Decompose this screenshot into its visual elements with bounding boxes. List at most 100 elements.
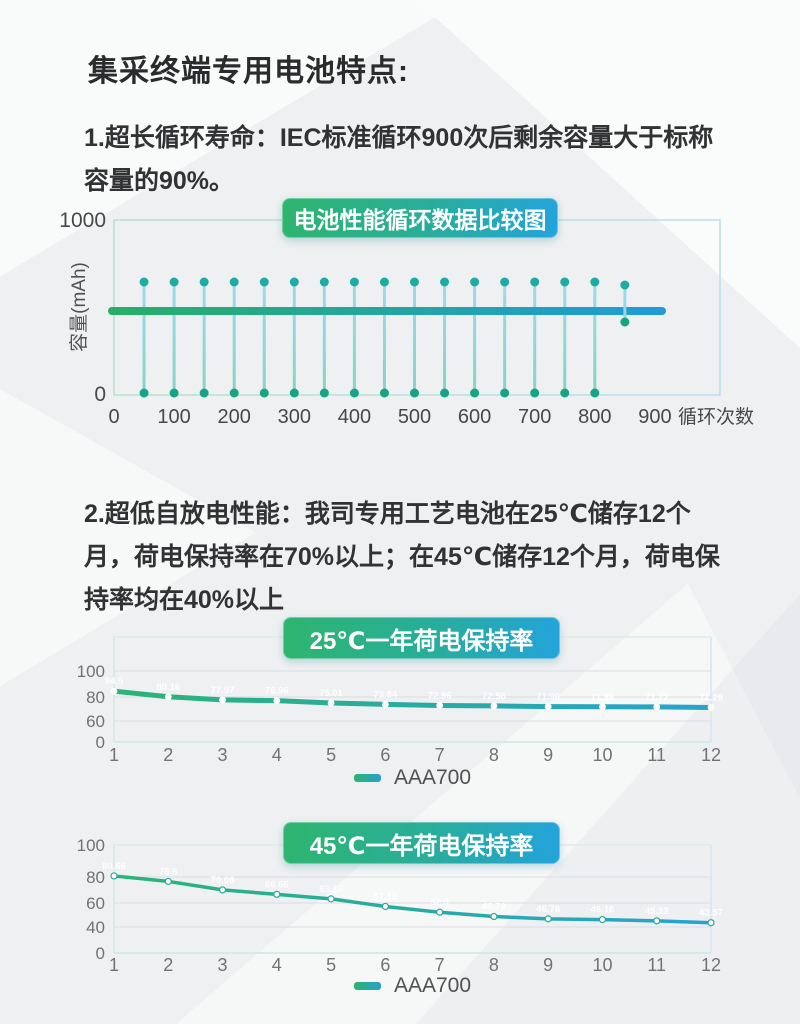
data-point-label: 72.96 [428, 690, 452, 701]
axis-tick-label: 800 [578, 406, 611, 428]
legend-series-label: AAA700 [393, 766, 472, 789]
axis-tick-label: 80 [86, 688, 105, 707]
data-point-marker [544, 915, 552, 923]
data-point-label: 80.16 [156, 682, 180, 693]
axis-tick-label: 0 [94, 383, 106, 406]
data-point-label: 45.12 [645, 906, 669, 917]
axis-tick-label: 12 [701, 745, 721, 765]
cycle-dot-top [349, 277, 359, 287]
retention45-legend: AAA700 [114, 974, 711, 998]
retention25-legend: AAA700 [114, 766, 711, 790]
axis-tick-label: 400 [338, 406, 371, 428]
data-point-label: 80.66 [102, 861, 126, 872]
data-point-marker [599, 703, 606, 711]
cycle-dot-top [379, 277, 389, 287]
axis-tick-label: 1000 [59, 209, 106, 232]
data-point-label: 46.16 [591, 905, 615, 916]
data-point-marker [490, 702, 498, 710]
data-point-marker [164, 693, 172, 701]
data-point-label: 57.12 [373, 891, 397, 902]
cycle-dot-top [319, 277, 329, 287]
legend-swatch [353, 774, 381, 782]
data-point-marker [436, 908, 444, 916]
axis-tick-label: 2 [163, 745, 173, 765]
axis-tick-label: 3 [218, 745, 228, 765]
data-point-label: 46.78 [536, 904, 560, 915]
axis-tick-label: 0 [96, 944, 105, 963]
cycle-dot-bottom [620, 317, 630, 327]
cycle-dot-top [560, 277, 570, 287]
data-point-marker [381, 700, 389, 708]
cycle-dot-top [530, 277, 540, 287]
data-point-label: 52.3 [430, 897, 449, 908]
cycle-dot-bottom [440, 388, 450, 398]
retention25-chart-title-badge: 25℃一年荷电保持率 [283, 617, 560, 659]
cycle-dot-top [470, 277, 480, 287]
cycle-dot-bottom [229, 388, 239, 398]
axis-tick-label: 100 [77, 662, 105, 681]
cycle-dot-top [289, 277, 299, 287]
axis-tick-label: 100 [157, 406, 190, 428]
data-point-marker [164, 877, 172, 886]
axis-tick-label: 500 [398, 406, 431, 428]
cycle-dot-bottom [379, 388, 389, 398]
data-point-marker [273, 890, 281, 898]
data-point-label: 75.01 [319, 688, 343, 699]
axis-tick-label: 40 [86, 918, 105, 937]
data-point-label: 76.96 [265, 686, 289, 697]
data-point-label: 72.56 [482, 691, 506, 702]
cycle-dot-top [440, 277, 450, 287]
axis-tick-label: 60 [86, 894, 105, 913]
data-point-marker [436, 702, 444, 709]
axis-tick-label: 60 [86, 712, 105, 731]
data-point-marker [327, 895, 335, 903]
data-point-marker [327, 699, 335, 707]
axis-tick-label: 200 [218, 406, 251, 428]
data-point-label: 70.08 [211, 875, 235, 886]
data-point-label: 84.5 [105, 676, 124, 687]
data-point-marker [110, 872, 118, 880]
cycle-dot-bottom [560, 388, 570, 398]
axis-tick-label: 9 [543, 745, 553, 765]
cycle-dot-bottom [139, 388, 149, 398]
axis-tick-label: 3 [218, 955, 228, 975]
data-point-label: 71.72 [645, 692, 669, 703]
page-title: 集采终端专用电池特点: [88, 55, 409, 89]
axis-tick-label: 11 [647, 955, 666, 975]
cycle-dot-top [259, 277, 269, 287]
legend-series-label: AAA700 [393, 974, 472, 997]
data-point-label: 71.29 [699, 692, 723, 703]
axis-tick-label: 600 [458, 406, 491, 428]
cycle-dot-bottom [410, 388, 419, 398]
cycle-dot-bottom [590, 388, 600, 398]
data-point-marker [490, 912, 498, 921]
cycle-dot-top [199, 277, 209, 287]
retention45-chart-title-badge: 45℃一年荷电保持率 [283, 822, 560, 864]
data-point-marker [218, 886, 227, 894]
axis-tick-label: 5 [326, 955, 336, 975]
axis-tick-label: 700 [518, 406, 551, 428]
data-point-label: 43.57 [699, 908, 723, 919]
cycle-dot-top [500, 277, 510, 287]
x-axis-label: 循环次数 [678, 406, 754, 428]
data-point-label: 63.17 [319, 884, 343, 895]
axis-tick-label: 7 [435, 955, 445, 975]
axis-tick-label: 5 [326, 745, 336, 765]
axis-tick-label: 2 [163, 955, 173, 975]
data-point-marker [273, 697, 281, 705]
axis-tick-label: 900 [638, 406, 671, 428]
cycle-dot-bottom [530, 388, 540, 398]
axis-tick-label: 6 [380, 745, 390, 765]
data-point-marker [219, 696, 226, 704]
axis-tick-label: 10 [592, 745, 612, 765]
data-point-label: 73.84 [373, 689, 397, 700]
data-point-label: 48.72 [482, 902, 506, 913]
cycle-dot-bottom [289, 388, 299, 398]
axis-tick-label: 300 [278, 406, 311, 428]
cycle-dot-top [590, 277, 600, 287]
axis-tick-label: 6 [380, 955, 390, 975]
data-point-marker [110, 687, 118, 695]
axis-tick-label: 4 [272, 745, 282, 765]
